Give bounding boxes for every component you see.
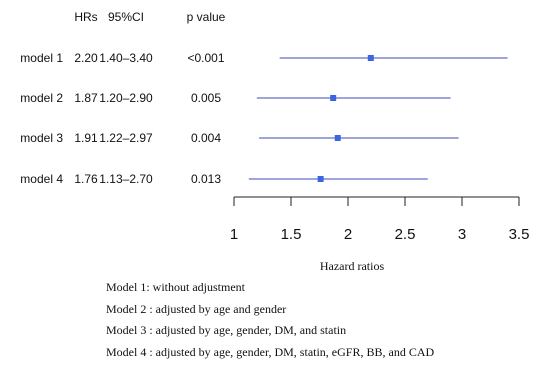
hr-value-model-1: 2.20 <box>74 51 98 65</box>
x-tick-label-2: 2 <box>344 226 352 243</box>
hr-value-model-2: 1.87 <box>74 91 98 105</box>
hr-marker-model-1 <box>367 55 374 61</box>
x-tick-label-1: 1.5 <box>281 226 302 243</box>
hr-value-model-4: 1.76 <box>74 172 98 186</box>
footnote-model-2: Model 2 : adjusted by age and gender <box>106 301 287 316</box>
ci-value-model-1: 1.40–3.40 <box>99 51 153 65</box>
ci-value-model-2: 1.20–2.90 <box>99 91 153 105</box>
row-label-model-3: model 3 <box>20 131 63 145</box>
x-axis-title: Hazard ratios <box>320 259 385 273</box>
ci-value-model-4: 1.13–2.70 <box>99 172 153 186</box>
p-value-model-4: 0.013 <box>191 172 221 186</box>
header-hrs: HRs <box>74 10 97 24</box>
p-value-model-2: 0.005 <box>191 91 221 105</box>
hr-marker-model-4 <box>317 176 324 182</box>
header-p-value: p value <box>187 10 226 24</box>
footnotes: Model 1: without adjustment Model 2 : ad… <box>106 277 536 363</box>
footnote-model-4: Model 4 : adjusted by age, gender, DM, s… <box>106 344 435 359</box>
ci-value-model-3: 1.22–2.97 <box>99 131 153 145</box>
p-value-model-3: 0.004 <box>191 131 221 145</box>
p-value-model-1: <0.001 <box>187 51 224 65</box>
hr-marker-model-2 <box>330 95 337 101</box>
x-tick-label-0: 1 <box>230 226 238 243</box>
forest-plot: HRs 95%CI p value model 1 2.20 1.40–3.40 <0.0… <box>20 10 530 273</box>
footnote-model-3: Model 3 : adjusted by age, gender, DM, a… <box>106 323 347 338</box>
x-tick-label-5: 3.5 <box>509 226 530 243</box>
x-tick-label-4: 3 <box>458 226 466 243</box>
row-label-model-2: model 2 <box>20 91 63 105</box>
hr-marker-model-3 <box>334 135 341 141</box>
header-95ci: 95%CI <box>108 10 144 24</box>
row-label-model-1: model 1 <box>20 51 63 65</box>
footnote-model-1: Model 1: without adjustment <box>106 280 245 294</box>
row-label-model-4: model 4 <box>20 172 63 186</box>
x-tick-label-3: 2.5 <box>395 226 416 243</box>
hr-value-model-3: 1.91 <box>74 131 98 145</box>
